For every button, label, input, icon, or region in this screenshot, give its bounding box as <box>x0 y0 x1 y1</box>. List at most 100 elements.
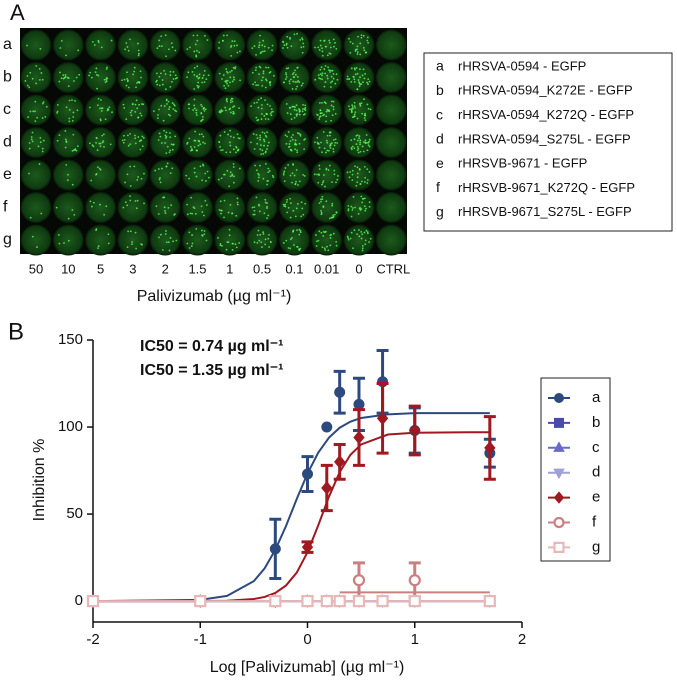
spot <box>220 149 223 152</box>
spot <box>316 173 318 176</box>
spot <box>107 233 110 236</box>
spot <box>160 72 162 75</box>
spot <box>157 213 160 215</box>
spot <box>219 111 222 114</box>
spot <box>238 107 240 110</box>
spot <box>65 54 67 57</box>
spot <box>195 175 198 178</box>
spot <box>237 137 240 140</box>
spot <box>328 217 331 220</box>
spot <box>99 107 101 110</box>
spot <box>364 176 367 179</box>
spot <box>318 101 321 104</box>
spot <box>174 77 177 80</box>
spot <box>258 239 261 242</box>
spot <box>267 237 270 240</box>
spot <box>359 76 361 79</box>
spot <box>72 111 75 114</box>
spot <box>159 135 162 138</box>
spot <box>97 247 99 250</box>
spot <box>163 196 166 199</box>
spot <box>320 198 322 201</box>
spot <box>264 150 267 153</box>
spot <box>218 141 221 143</box>
marker <box>320 595 333 608</box>
spot <box>174 74 177 77</box>
spot <box>292 209 295 212</box>
spot <box>265 136 268 138</box>
spot <box>256 234 259 236</box>
row-label: a <box>3 36 12 53</box>
spot <box>232 136 235 139</box>
spot <box>321 47 323 50</box>
spot <box>287 131 290 133</box>
spot <box>321 195 324 198</box>
spot <box>364 114 366 117</box>
spot <box>193 98 196 101</box>
spot <box>137 54 140 57</box>
spot <box>134 200 137 202</box>
x-tick-label: -1 <box>194 631 207 648</box>
spot <box>137 136 140 138</box>
spot <box>100 99 102 101</box>
spot <box>143 172 145 175</box>
spot <box>74 99 76 102</box>
spot <box>266 148 268 150</box>
spot <box>135 86 137 89</box>
spot <box>269 82 271 84</box>
spot <box>267 118 270 121</box>
spot <box>229 129 232 132</box>
spot <box>171 167 174 170</box>
spot <box>189 46 191 49</box>
spot <box>293 244 295 246</box>
spot <box>161 249 164 251</box>
spot <box>287 164 290 166</box>
spot <box>221 78 223 80</box>
spot <box>185 174 188 177</box>
spot <box>96 166 99 168</box>
spot <box>222 34 225 37</box>
spot <box>195 55 198 58</box>
well <box>311 224 343 256</box>
spot <box>190 149 192 152</box>
spot <box>139 70 142 73</box>
spot <box>170 42 173 44</box>
spot <box>93 201 95 204</box>
spot <box>332 100 335 103</box>
well <box>20 159 52 191</box>
spot <box>299 231 302 234</box>
spot <box>226 241 229 243</box>
spot <box>289 113 292 115</box>
spot <box>324 72 327 75</box>
spot <box>158 75 161 78</box>
spot <box>348 78 351 80</box>
spot <box>232 76 235 79</box>
spot <box>232 148 235 151</box>
spot <box>72 116 75 118</box>
spot <box>231 248 234 251</box>
spot <box>26 75 29 77</box>
spot <box>256 119 259 122</box>
spot <box>332 105 335 108</box>
spot <box>326 141 329 144</box>
spot <box>253 241 256 244</box>
spot <box>165 165 168 168</box>
spot <box>288 80 291 83</box>
spot <box>169 132 171 134</box>
spot <box>229 76 232 79</box>
panel-label: B <box>8 318 24 345</box>
spot <box>350 205 353 208</box>
spot <box>232 242 234 245</box>
spot <box>258 176 260 179</box>
row-label: c <box>3 101 11 118</box>
well <box>278 127 310 158</box>
spot <box>332 214 335 217</box>
spot <box>41 78 44 81</box>
spot <box>168 108 170 110</box>
spot <box>301 51 304 54</box>
spot <box>193 73 196 76</box>
spot <box>295 169 298 171</box>
spot <box>350 215 353 218</box>
spot <box>269 105 271 107</box>
